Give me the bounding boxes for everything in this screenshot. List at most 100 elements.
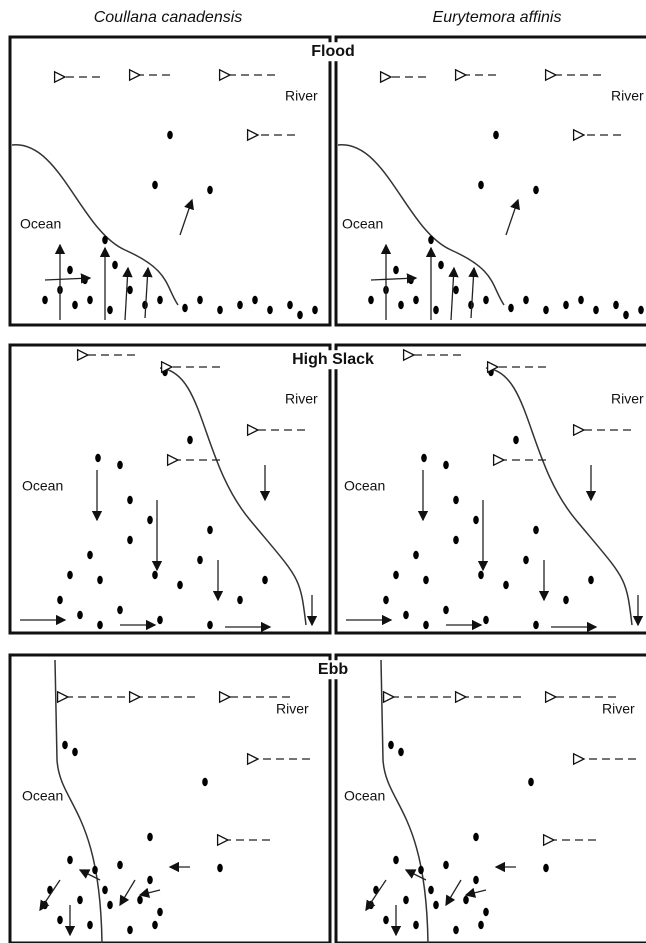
organism [503,580,509,590]
organism [478,570,484,580]
organism [152,180,158,190]
organism [383,915,389,925]
panel-frame [8,653,332,943]
movement-arrow [404,869,427,881]
organism [92,865,98,875]
panel-frame [8,343,332,635]
movement-arrow [370,273,418,284]
organism [623,310,629,320]
organism [237,300,243,310]
movement-arrow [464,887,487,898]
boundary-curve [337,144,505,306]
organism [157,907,163,917]
organism [117,860,123,870]
organism [207,185,213,195]
organism [127,925,133,935]
organism [543,305,549,315]
boundary-curve [54,659,103,943]
movement-arrow [39,879,61,912]
organism [107,900,113,910]
organism [563,300,569,310]
organism [162,367,168,377]
organism [147,875,153,885]
organism [217,305,223,315]
river-label: River [611,88,644,104]
ocean-label: Ocean [342,216,383,232]
organism [483,295,489,305]
organism [613,300,619,310]
organism [443,460,449,470]
organism [413,295,419,305]
organism [197,295,203,305]
organism [177,580,183,590]
organism [182,303,188,313]
ocean-label: Ocean [344,478,385,494]
title-background [289,350,377,370]
decoration [8,35,646,943]
organism [428,885,434,895]
panel-title: Flood [311,43,355,60]
organism [523,555,529,565]
ocean-label: Ocean [22,788,63,804]
organism [217,863,223,873]
title-background [314,660,352,680]
organism [528,777,534,787]
organism [147,515,153,525]
river-label: River [285,391,318,407]
movement-arrow [78,869,101,881]
organism [453,535,459,545]
organism [87,920,93,930]
movement-arrow [179,198,194,236]
river-label: River [602,701,635,717]
organism [463,895,469,905]
organism [578,295,584,305]
organism [368,295,374,305]
organism [533,620,539,630]
organism [62,740,68,750]
column-header: Coullana canadensis [94,9,243,26]
movement-arrow [365,879,387,912]
organism [262,575,268,585]
organism [97,620,103,630]
organism [388,740,394,750]
organism [453,285,459,295]
boundary-curve [380,659,429,943]
organism [533,525,539,535]
organism [593,305,599,315]
organism [202,777,208,787]
organism [187,435,193,445]
organism [513,435,519,445]
movement-arrow [445,879,462,907]
organism [127,495,133,505]
organism [287,300,293,310]
organism [137,895,143,905]
boundary-curve [11,144,179,306]
organism [438,260,444,270]
organism [77,610,83,620]
organism [167,130,173,140]
organism [408,275,414,285]
organism [87,550,93,560]
organism [508,303,514,313]
organism [418,865,424,875]
organism [563,595,569,605]
organism [488,367,494,377]
organism [383,595,389,605]
organism [67,855,73,865]
organism [423,575,429,585]
organism [453,495,459,505]
organism [453,925,459,935]
organism [57,595,63,605]
river-label: River [276,701,309,717]
labels: River Ocean River Ocean Flood River Ocean River… [20,42,644,804]
river-label: River [285,88,318,104]
organism [403,895,409,905]
organism [533,185,539,195]
organism [523,295,529,305]
organism [207,620,213,630]
organism [433,305,439,315]
organism [157,295,163,305]
boundary-curve [159,367,307,626]
organism [87,295,93,305]
